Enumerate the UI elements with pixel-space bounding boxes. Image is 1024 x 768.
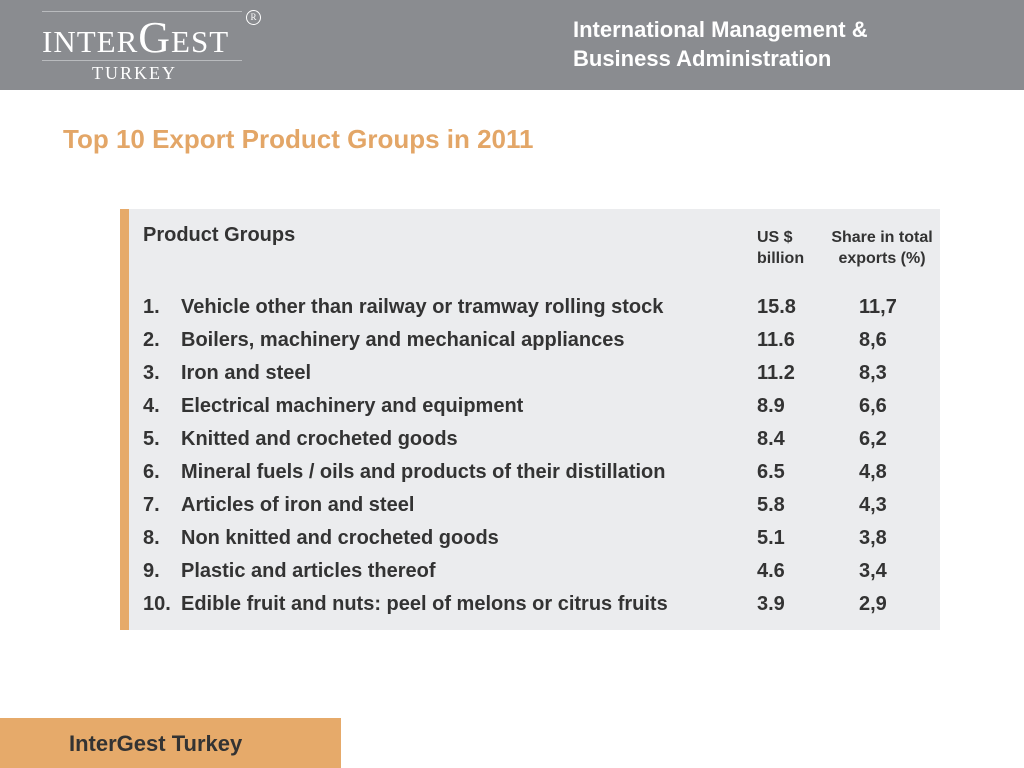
logo-subtitle: TURKEY [92, 63, 177, 83]
usd-value: 8.9 [757, 395, 785, 417]
row-number: 2. [143, 329, 160, 351]
product-name: Plastic and articles thereof [181, 560, 436, 582]
table-row: 5. Knitted and crocheted goods 8.4 6,2 [120, 428, 940, 461]
row-number: 5. [143, 428, 160, 450]
program-title-line1: International Management & [573, 17, 868, 42]
usd-value: 5.1 [757, 527, 785, 549]
product-name: Non knitted and crocheted goods [181, 527, 499, 549]
slide-title: Top 10 Export Product Groups in 2011 [63, 124, 534, 154]
row-number: 7. [143, 494, 160, 516]
table-row: 2. Boilers, machinery and mechanical appl… [120, 329, 940, 362]
accent-bar [120, 209, 129, 630]
share-value: 6,2 [859, 428, 887, 450]
footer-label: InterGest Turkey [69, 731, 243, 756]
share-value: 2,9 [859, 593, 887, 615]
share-value: 3,8 [859, 527, 887, 549]
program-title-line2: Business Administration [573, 46, 832, 71]
share-value: 8,3 [859, 362, 887, 384]
header-bar: INTERGEST R TURKEY International Managem… [0, 0, 1024, 90]
row-number: 10. [143, 593, 171, 615]
registered-mark: R [246, 10, 261, 25]
logo-divider [42, 60, 242, 61]
share-value: 3,4 [859, 560, 887, 582]
table-row: 4. Electrical machinery and equipment 8.9 6… [120, 395, 940, 428]
product-name: Articles of iron and steel [181, 494, 415, 516]
column-header-usd: US $ billion [757, 229, 805, 267]
row-number: 8. [143, 527, 160, 549]
export-table: Product Groups US $ billion Share in tot… [120, 209, 940, 630]
row-number: 6. [143, 461, 160, 483]
program-title: International Management & Business Admi… [573, 15, 868, 73]
footer-brand-box: InterGest Turkey [0, 718, 341, 768]
product-name: Electrical machinery and equipment [181, 395, 524, 417]
table-row: 6. Mineral fuels / oils and products of t… [120, 461, 940, 494]
usd-value: 6.5 [757, 461, 785, 483]
usd-value: 11.2 [757, 362, 795, 384]
logo-divider [42, 11, 242, 12]
row-number: 1. [143, 296, 160, 318]
table-row: 1. Vehicle other than railway or tramway … [120, 296, 940, 329]
table-row: 10. Edible fruit and nuts: peel of melons… [120, 593, 940, 626]
usd-value: 3.9 [757, 593, 785, 615]
usd-value: 5.8 [757, 494, 785, 516]
usd-value: 8.4 [757, 428, 785, 450]
share-value: 4,8 [859, 461, 887, 483]
product-name: Iron and steel [181, 362, 312, 384]
product-name: Edible fruit and nuts: peel of melons or… [181, 593, 668, 615]
column-header-product-groups: Product Groups [143, 224, 296, 246]
logo-wordmark: INTERGEST [42, 13, 230, 62]
usd-value: 11.6 [757, 329, 795, 351]
share-value: 11,7 [859, 296, 897, 318]
usd-value: 15.8 [757, 296, 796, 318]
share-value: 6,6 [859, 395, 887, 417]
table-row: 9. Plastic and articles thereof 4.6 3,4 [120, 560, 940, 593]
share-value: 4,3 [859, 494, 887, 516]
row-number: 9. [143, 560, 160, 582]
usd-value: 4.6 [757, 560, 785, 582]
row-number: 4. [143, 395, 160, 417]
product-name: Knitted and crocheted goods [181, 428, 458, 450]
intergest-logo: INTERGEST R TURKEY [40, 8, 270, 84]
column-header-share: Share in total exports (%) [831, 229, 933, 267]
table-row: 7. Articles of iron and steel 5.8 4,3 [120, 494, 940, 527]
table-row: 8. Non knitted and crocheted goods 5.1 3,8 [120, 527, 940, 560]
row-number: 3. [143, 362, 160, 384]
product-name: Mineral fuels / oils and products of the… [181, 461, 666, 483]
product-name: Boilers, machinery and mechanical applia… [181, 329, 625, 351]
share-value: 8,6 [859, 329, 887, 351]
product-name: Vehicle other than railway or tramway ro… [181, 296, 664, 318]
table-row: 3. Iron and steel 11.2 8,3 [120, 362, 940, 395]
